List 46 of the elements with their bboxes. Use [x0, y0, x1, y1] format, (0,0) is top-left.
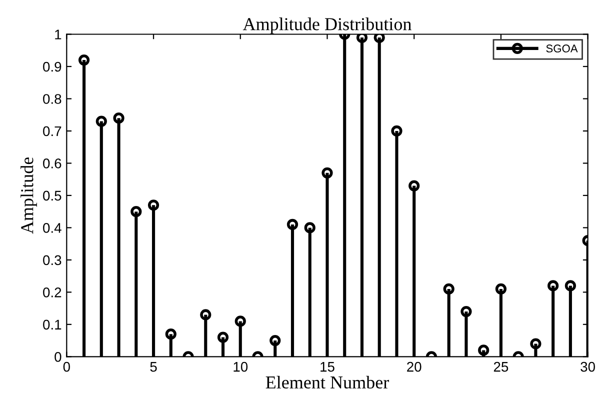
- y-tick-label: 0: [54, 352, 62, 362]
- point: [530, 338, 542, 350]
- point: [460, 306, 472, 318]
- x-tick-label: 0: [63, 362, 70, 372]
- y-tick-label: 0.3: [43, 255, 62, 266]
- point: [356, 34, 368, 44]
- point: [165, 328, 176, 340]
- point: [564, 280, 576, 292]
- point: [234, 316, 246, 327]
- y-tick-label: 0.9: [43, 62, 62, 72]
- chart-title: Amplitude Distribution: [242, 18, 412, 34]
- x-tick-label: 10: [234, 362, 248, 372]
- point: [391, 125, 402, 137]
- point: [78, 54, 90, 66]
- y-tick-label: 1: [55, 30, 62, 40]
- y-tick-label: 0.8: [43, 94, 62, 104]
- point: [217, 332, 229, 343]
- y-tick-label: 0.7: [43, 126, 62, 136]
- point: [443, 283, 454, 295]
- x-tick-label: 15: [320, 362, 334, 372]
- point: [322, 167, 333, 178]
- x-tick-label: 20: [407, 362, 422, 372]
- y-tick-label: 0.4: [43, 223, 62, 233]
- point: [286, 218, 298, 230]
- point: [304, 222, 316, 234]
- point: [113, 112, 124, 124]
- y-axis-title: Amplitude: [20, 157, 37, 234]
- y-tick-label: 0.6: [43, 158, 62, 168]
- y-tick-label: 0.1: [43, 320, 62, 330]
- point: [96, 116, 107, 127]
- point: [478, 344, 490, 356]
- point: [270, 334, 281, 346]
- point: [200, 309, 212, 320]
- y-tick-label: 0.2: [43, 288, 62, 298]
- x-tick-label: 30: [580, 362, 595, 372]
- point: [148, 200, 160, 211]
- point: [374, 34, 385, 44]
- x-axis-title: Element Number: [266, 376, 389, 389]
- y-tick-label: 0.5: [43, 190, 62, 201]
- point: [495, 283, 507, 295]
- point: [130, 206, 142, 218]
- x-tick-label: 5: [150, 362, 157, 372]
- point: [408, 180, 420, 192]
- x-tick-label: 25: [494, 362, 508, 372]
- point: [548, 280, 559, 292]
- legend-label: SGOA: [546, 44, 578, 52]
